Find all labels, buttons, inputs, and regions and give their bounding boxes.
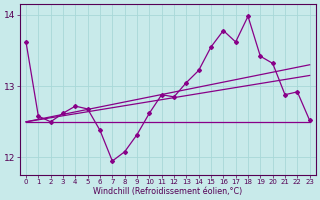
X-axis label: Windchill (Refroidissement éolien,°C): Windchill (Refroidissement éolien,°C) <box>93 187 243 196</box>
